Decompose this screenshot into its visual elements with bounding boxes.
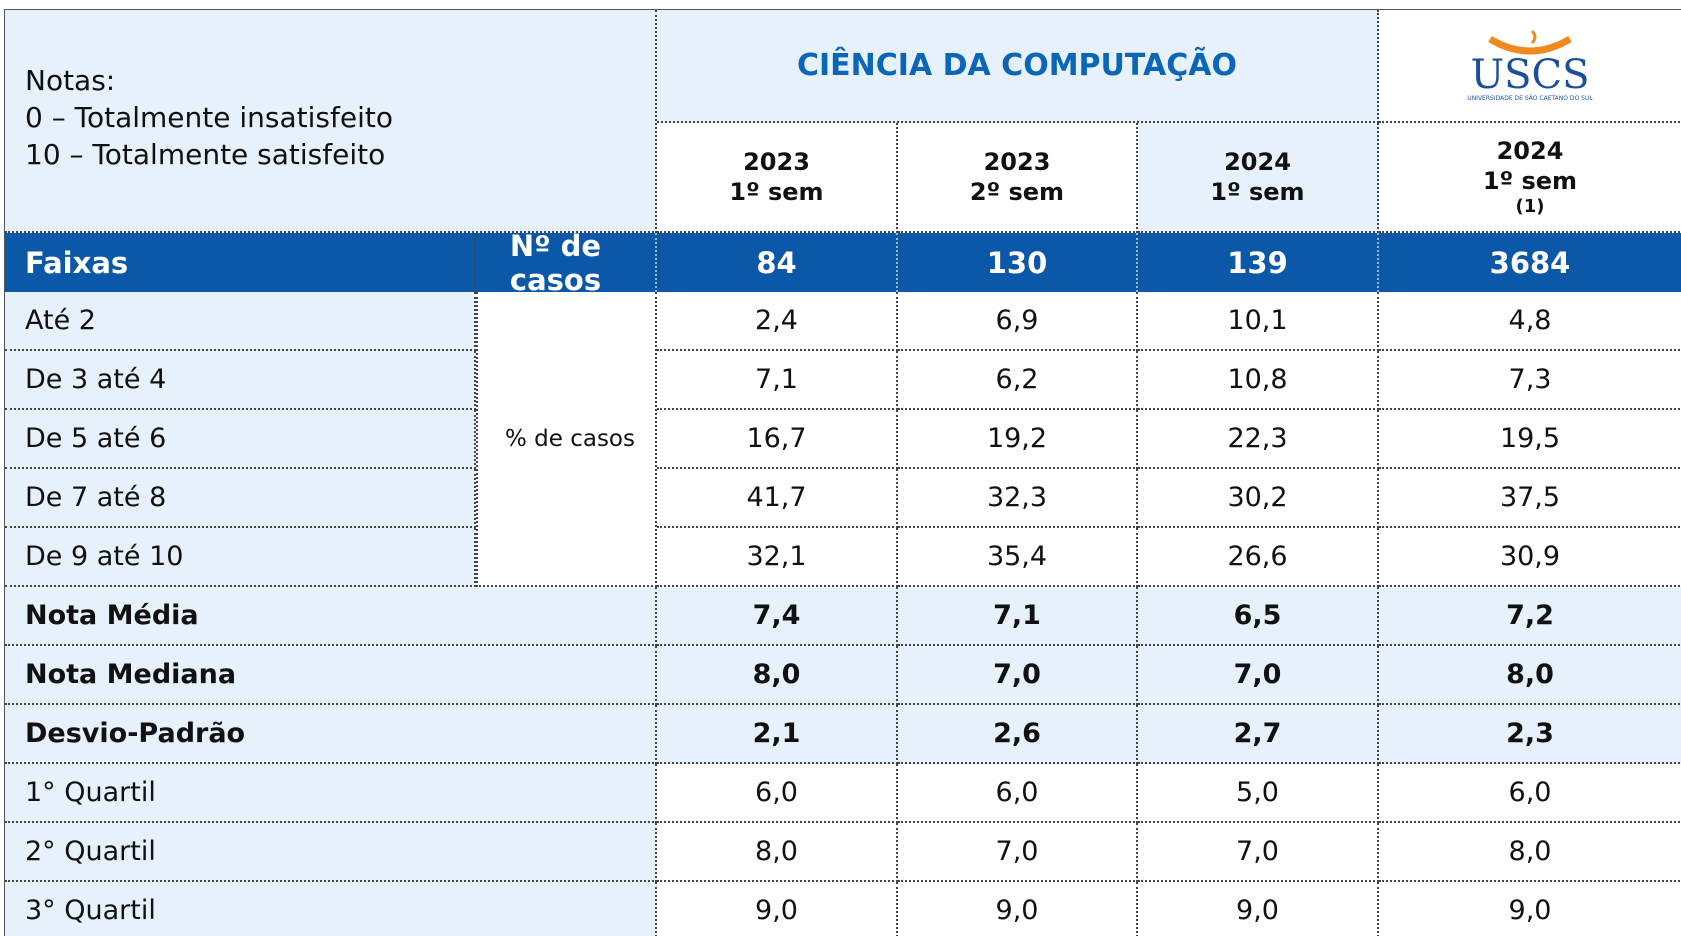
stat-value: 2,6 [898, 705, 1138, 764]
range-value: 19,2 [898, 410, 1138, 469]
range-label: De 9 até 10 [5, 528, 476, 587]
range-label: Até 2 [5, 292, 476, 351]
stat-value: 6,0 [1379, 764, 1681, 823]
range-value: 37,5 [1379, 469, 1681, 528]
column-sem: 1º sem [729, 178, 824, 206]
header-count-label: Nº de casos [476, 229, 657, 297]
column-year: 2024 [1496, 137, 1564, 165]
column-header: 2024 1º sem (1) [1379, 123, 1681, 233]
notes: Notas: 0 – Totalmente insatisfeito 10 – To… [5, 10, 657, 233]
range-value: 32,1 [657, 528, 898, 587]
range-value: 19,5 [1379, 410, 1681, 469]
stat-value: 7,0 [1138, 646, 1379, 705]
header-label: Faixas [5, 233, 476, 292]
column-year: 2024 [1224, 148, 1291, 176]
course-title: CIÊNCIA DA COMPUTAÇÃO [657, 10, 1379, 123]
stat-value: 7,4 [657, 587, 898, 646]
range-label: De 7 até 8 [5, 469, 476, 528]
stat-value: 8,0 [1379, 823, 1681, 882]
range-value: 30,9 [1379, 528, 1681, 587]
case-count: 3684 [1379, 233, 1681, 292]
logo-arc [1488, 29, 1572, 55]
stat-value: 7,2 [1379, 587, 1681, 646]
range-value: 35,4 [898, 528, 1138, 587]
column-header: 2023 1º sem [657, 123, 898, 233]
range-value: 30,2 [1138, 469, 1379, 528]
range-label: De 3 até 4 [5, 351, 476, 410]
column-header: 2023 2º sem [898, 123, 1138, 233]
column-note: (1) [1515, 196, 1545, 217]
range-value: 10,8 [1138, 351, 1379, 410]
range-value: 6,9 [898, 292, 1138, 351]
column-header: 2024 1º sem [1138, 123, 1379, 233]
stat-value: 8,0 [657, 646, 898, 705]
column-year: 2023 [983, 148, 1051, 176]
range-value: 7,1 [657, 351, 898, 410]
stat-label: 2° Quartil [5, 823, 657, 882]
stat-value: 7,0 [898, 646, 1138, 705]
range-value: 10,1 [1138, 292, 1379, 351]
stat-value: 6,0 [898, 764, 1138, 823]
stat-label: 1° Quartil [5, 764, 657, 823]
stat-label: Nota Mediana [5, 646, 657, 705]
note-line: 0 – Totalmente insatisfeito [25, 101, 393, 134]
column-year: 2023 [743, 148, 810, 176]
stat-value: 8,0 [1379, 646, 1681, 705]
range-value: 26,6 [1138, 528, 1379, 587]
stat-value: 7,0 [1138, 823, 1379, 882]
range-value: 32,3 [898, 469, 1138, 528]
case-count: 130 [898, 233, 1138, 292]
case-count: 139 [1138, 233, 1379, 292]
note-line: Notas: [25, 64, 116, 97]
stat-label: 3° Quartil [5, 882, 657, 936]
note-line: 10 – Totalmente satisfeito [25, 138, 386, 171]
stat-value: 6,0 [657, 764, 898, 823]
stat-value: 7,1 [898, 587, 1138, 646]
column-sem: 1º sem [1482, 167, 1578, 195]
stat-value: 7,0 [898, 823, 1138, 882]
stat-value: 5,0 [1138, 764, 1379, 823]
stat-label: Desvio-Padrão [5, 705, 657, 764]
stat-value: 2,7 [1138, 705, 1379, 764]
stat-value: 9,0 [898, 882, 1138, 936]
range-value: 7,3 [1379, 351, 1681, 410]
case-count: 84 [657, 233, 898, 292]
stat-value: 9,0 [1379, 882, 1681, 936]
stat-value: 2,1 [657, 705, 898, 764]
stat-value: 9,0 [657, 882, 898, 936]
logo-subtitle: UNIVERSIDADE DE SÃO CAETANO DO SUL [1467, 95, 1593, 102]
range-value: 16,7 [657, 410, 898, 469]
range-value: 6,2 [898, 351, 1138, 410]
stat-label: Nota Média [5, 587, 657, 646]
column-sem: 2º sem [969, 178, 1065, 206]
percent-label: % de casos [476, 292, 657, 587]
logo: USCS UNIVERSIDADE DE SÃO CAETANO DO SUL [1379, 10, 1681, 123]
range-value: 2,4 [657, 292, 898, 351]
range-value: 22,3 [1138, 410, 1379, 469]
stat-value: 9,0 [1138, 882, 1379, 936]
range-label: De 5 até 6 [5, 410, 476, 469]
stat-value: 2,3 [1379, 705, 1681, 764]
stat-value: 6,5 [1138, 587, 1379, 646]
logo-name: USCS [1470, 52, 1590, 98]
column-sem: 1º sem [1210, 178, 1305, 206]
range-value: 41,7 [657, 469, 898, 528]
range-value: 4,8 [1379, 292, 1681, 351]
stat-value: 8,0 [657, 823, 898, 882]
